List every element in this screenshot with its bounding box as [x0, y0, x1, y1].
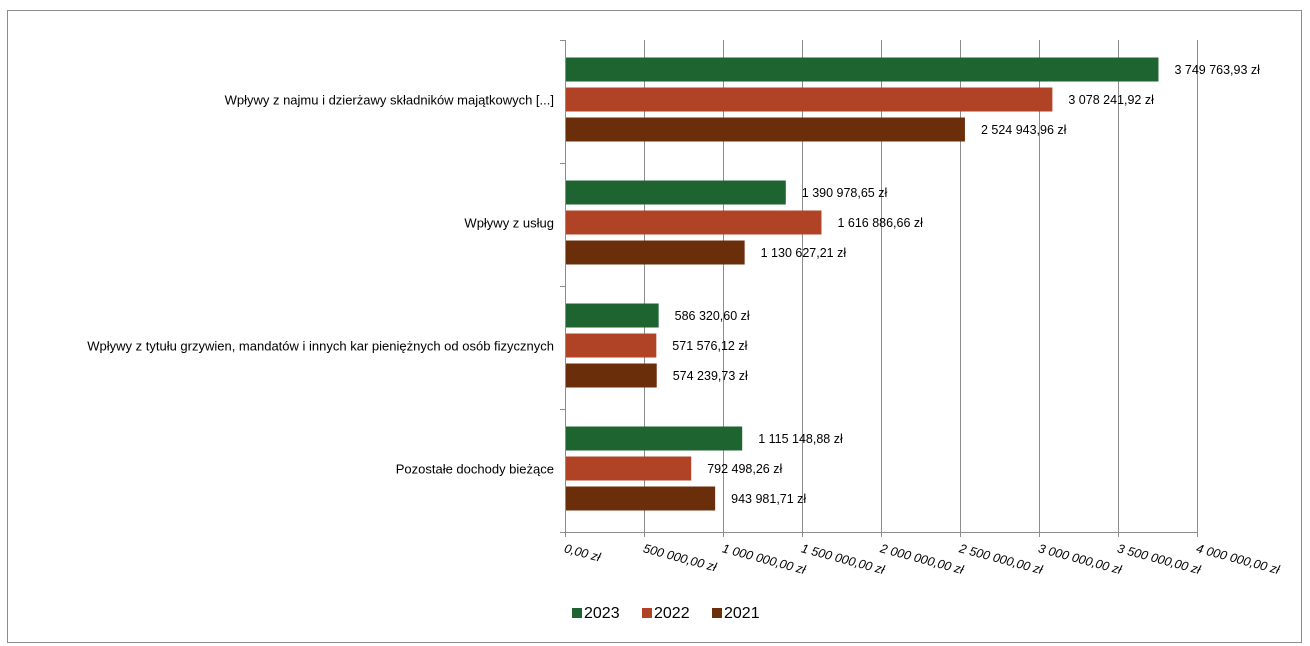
data-label: 1 390 978,65 zł — [802, 186, 888, 200]
legend-label-2021: 2021 — [724, 605, 760, 622]
category-label: Pozostałe dochody bieżące — [396, 462, 554, 477]
legend-swatch-2023 — [572, 608, 582, 618]
bar-2023 — [566, 57, 1159, 82]
bar-2023 — [566, 180, 786, 205]
category-label: Wpływy z usług — [464, 216, 554, 231]
legend: 2023 2022 2021 — [572, 605, 760, 622]
category-label: Wpływy z tytułu grzywien, mandatów i inn… — [87, 339, 554, 354]
legend-swatch-2022 — [642, 608, 652, 618]
data-label: 1 616 886,66 zł — [837, 216, 923, 230]
bar-2023 — [566, 426, 743, 451]
data-label: 943 981,71 zł — [731, 492, 806, 506]
legend-label-2022: 2022 — [654, 605, 690, 622]
data-label: 2 524 943,96 zł — [981, 123, 1067, 137]
bar-2021 — [566, 486, 716, 511]
data-label: 3 078 241,92 zł — [1068, 93, 1154, 107]
data-label: 792 498,26 zł — [707, 462, 782, 476]
legend-label-2023: 2023 — [584, 605, 620, 622]
data-label: 571 576,12 zł — [672, 339, 747, 353]
bar-2022 — [566, 210, 822, 235]
bar-2022 — [566, 333, 657, 358]
bar-2021 — [566, 117, 965, 142]
data-label: 586 320,60 zł — [675, 309, 750, 323]
bar-2021 — [566, 363, 657, 388]
legend-swatch-2021 — [712, 608, 722, 618]
bar-2022 — [566, 87, 1053, 112]
category-label: Wpływy z najmu i dzierżawy składników ma… — [225, 93, 554, 108]
bars — [566, 57, 1159, 511]
data-label: 574 239,73 zł — [673, 369, 748, 383]
bar-2021 — [566, 240, 745, 265]
bar-2022 — [566, 456, 692, 481]
data-label: 1 115 148,88 zł — [758, 432, 843, 446]
bar-2023 — [566, 303, 659, 328]
data-label: 3 749 763,93 zł — [1174, 63, 1260, 77]
axes — [560, 40, 1198, 537]
data-label: 1 130 627,21 zł — [761, 246, 847, 260]
